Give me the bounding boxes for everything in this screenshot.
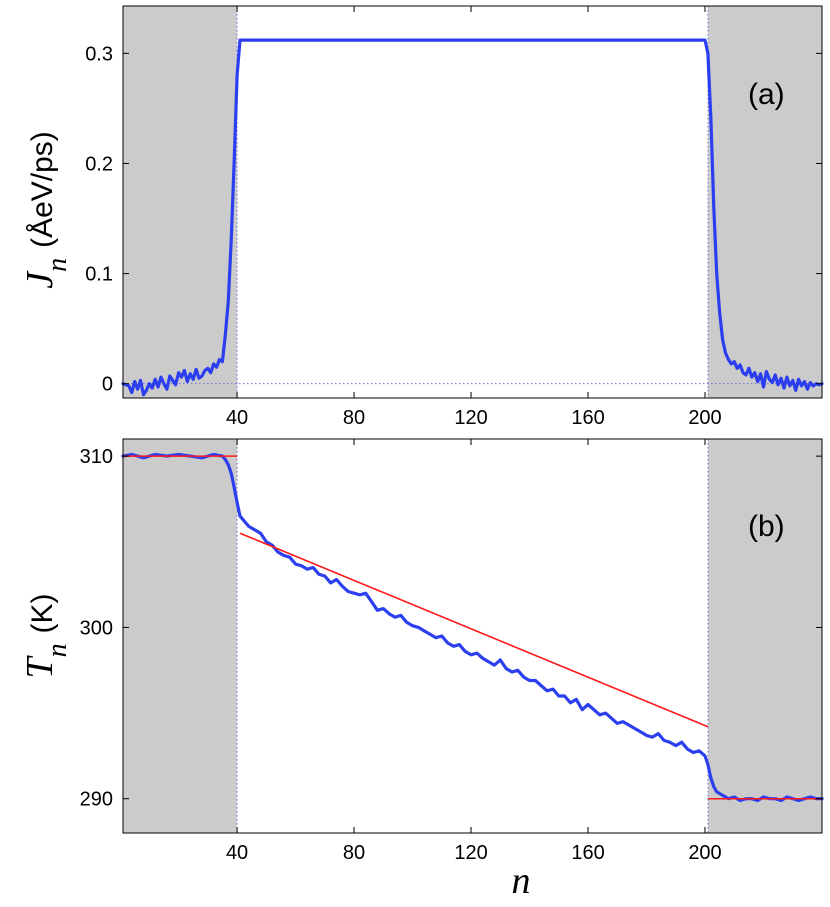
- y-axis-label: Jn (ÅeV/ps): [19, 131, 73, 289]
- plot-area: [123, 6, 822, 398]
- svg-text:Tn(K): Tn (K): [19, 593, 73, 678]
- y-axis-subscript: n: [42, 643, 73, 657]
- y-axis-symbol: T: [19, 655, 61, 679]
- shaded-regions: [123, 439, 822, 833]
- y-axis-unit: (K): [26, 593, 59, 633]
- plot-area: [123, 439, 822, 833]
- x-tick-label: 200: [688, 407, 721, 429]
- axes-frame: [122, 438, 823, 834]
- x-axis-ticks: 40 80 120 160 200: [226, 439, 722, 864]
- fit-lines: [123, 455, 822, 800]
- y-tick-label: 0.1: [85, 264, 113, 286]
- x-tick-label: 120: [454, 842, 487, 864]
- shaded-region: [123, 6, 238, 398]
- x-axis-label: n: [512, 860, 531, 902]
- y-axis-subscript: n: [42, 258, 73, 272]
- series-line: [121, 452, 824, 803]
- axes-frame: [122, 5, 823, 399]
- y-axis-ticks: 0 0.1 0.2 0.3: [85, 43, 822, 396]
- y-axis-symbol: J: [19, 270, 61, 289]
- x-tick-label: 160: [571, 407, 604, 429]
- y-tick-label: 0: [102, 374, 113, 396]
- y-axis-ticks: 290 300 310: [80, 446, 822, 811]
- panel-label: (a): [748, 78, 785, 111]
- panel-a: 40 80 120 160 200 0 0.1 0.2 0.3 (a) Jn (ÅeV/ps): [19, 5, 824, 429]
- shaded-regions: [123, 6, 822, 398]
- x-tick-label: 200: [688, 842, 721, 864]
- y-tick-label: 300: [80, 617, 113, 639]
- shaded-region: [707, 6, 822, 398]
- x-tick-label: 80: [343, 842, 365, 864]
- y-tick-label: 0.2: [85, 153, 113, 175]
- fit-line: [239, 532, 709, 728]
- x-tick-label: 40: [226, 842, 248, 864]
- y-tick-label: 0.3: [85, 43, 113, 65]
- svg-text:Jn(ÅeV/ps): Jn (ÅeV/ps): [19, 131, 73, 289]
- x-tick-label: 40: [226, 407, 248, 429]
- x-axis-ticks: 40 80 120 160 200: [226, 6, 722, 429]
- y-tick-label: 290: [80, 789, 113, 811]
- x-tick-label: 120: [454, 407, 487, 429]
- y-axis-unit: (ÅeV/ps): [26, 131, 59, 248]
- shaded-region: [707, 439, 822, 833]
- x-tick-label: 160: [571, 842, 604, 864]
- panel-b: 40 80 120 160 200 290 300 310 (b) Tn (K) n: [19, 438, 824, 902]
- series-group: [121, 452, 824, 803]
- y-tick-label: 310: [80, 446, 113, 468]
- series-line: [121, 38, 824, 397]
- series-group: [121, 38, 824, 397]
- x-tick-label: 80: [343, 407, 365, 429]
- shaded-region: [123, 439, 238, 833]
- panel-label: (b): [748, 510, 785, 543]
- y-axis-label: Tn (K): [19, 593, 73, 678]
